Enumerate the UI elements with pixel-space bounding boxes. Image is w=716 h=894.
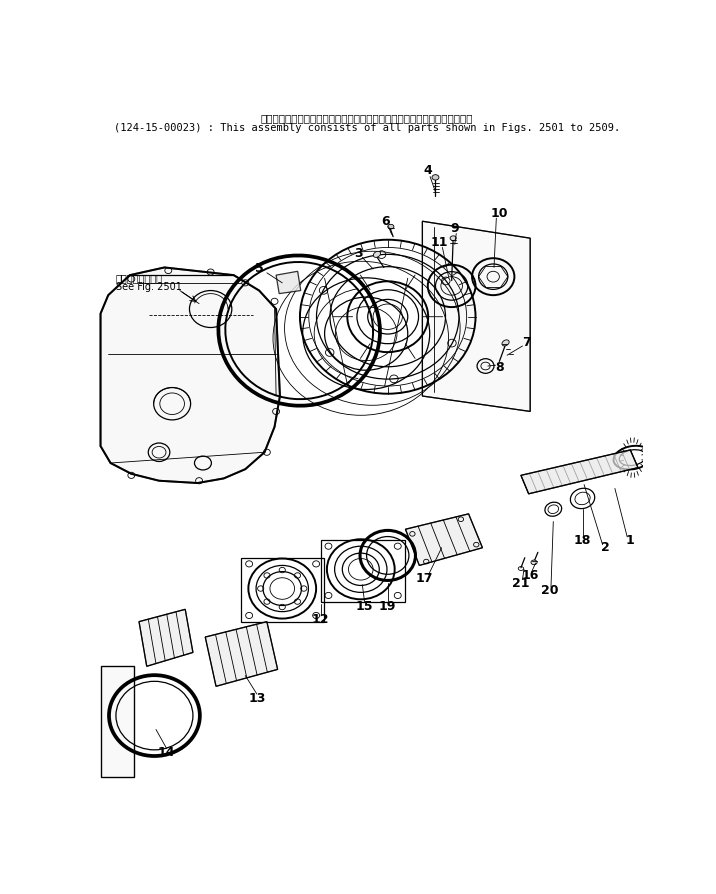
Polygon shape xyxy=(100,267,280,483)
Text: 7: 7 xyxy=(522,335,531,349)
Polygon shape xyxy=(521,450,638,493)
Polygon shape xyxy=(405,514,483,565)
Text: 9: 9 xyxy=(450,223,459,235)
Text: 1: 1 xyxy=(626,534,634,546)
Text: 15: 15 xyxy=(356,600,373,612)
Text: 3: 3 xyxy=(354,247,363,260)
Text: 17: 17 xyxy=(415,572,432,585)
Polygon shape xyxy=(100,665,134,777)
Text: 10: 10 xyxy=(490,207,508,220)
Text: 20: 20 xyxy=(541,585,558,597)
Text: 14: 14 xyxy=(158,746,175,759)
Text: 21: 21 xyxy=(512,577,530,590)
Polygon shape xyxy=(205,621,278,687)
Polygon shape xyxy=(422,221,530,411)
Text: 16: 16 xyxy=(521,569,539,582)
Text: 4: 4 xyxy=(423,164,432,177)
Text: 2: 2 xyxy=(601,541,610,554)
Text: このアセンブリの構成部品は第２５０１図から第２５０９図までごみます．: このアセンブリの構成部品は第２５０１図から第２５０９図までごみます． xyxy=(261,114,473,123)
Text: 6: 6 xyxy=(381,215,390,228)
Text: 12: 12 xyxy=(312,612,329,626)
Text: (124-15-00023) : This assembly consists of all parts shown in Figs. 2501 to 2509: (124-15-00023) : This assembly consists … xyxy=(114,122,620,132)
Ellipse shape xyxy=(450,236,456,240)
Polygon shape xyxy=(276,271,301,293)
Text: 11: 11 xyxy=(430,235,448,249)
Text: 19: 19 xyxy=(379,600,397,612)
Ellipse shape xyxy=(373,251,381,257)
Text: 8: 8 xyxy=(495,361,503,374)
Text: 18: 18 xyxy=(574,534,591,546)
Ellipse shape xyxy=(388,224,394,229)
Polygon shape xyxy=(139,610,193,666)
Text: 5: 5 xyxy=(255,263,263,275)
Ellipse shape xyxy=(432,174,439,180)
Text: 第２５０１図参照: 第２５０１図参照 xyxy=(116,274,163,283)
Text: See Fig. 2501: See Fig. 2501 xyxy=(116,283,182,292)
Ellipse shape xyxy=(531,560,537,565)
Text: 13: 13 xyxy=(248,692,266,705)
Ellipse shape xyxy=(502,340,509,346)
